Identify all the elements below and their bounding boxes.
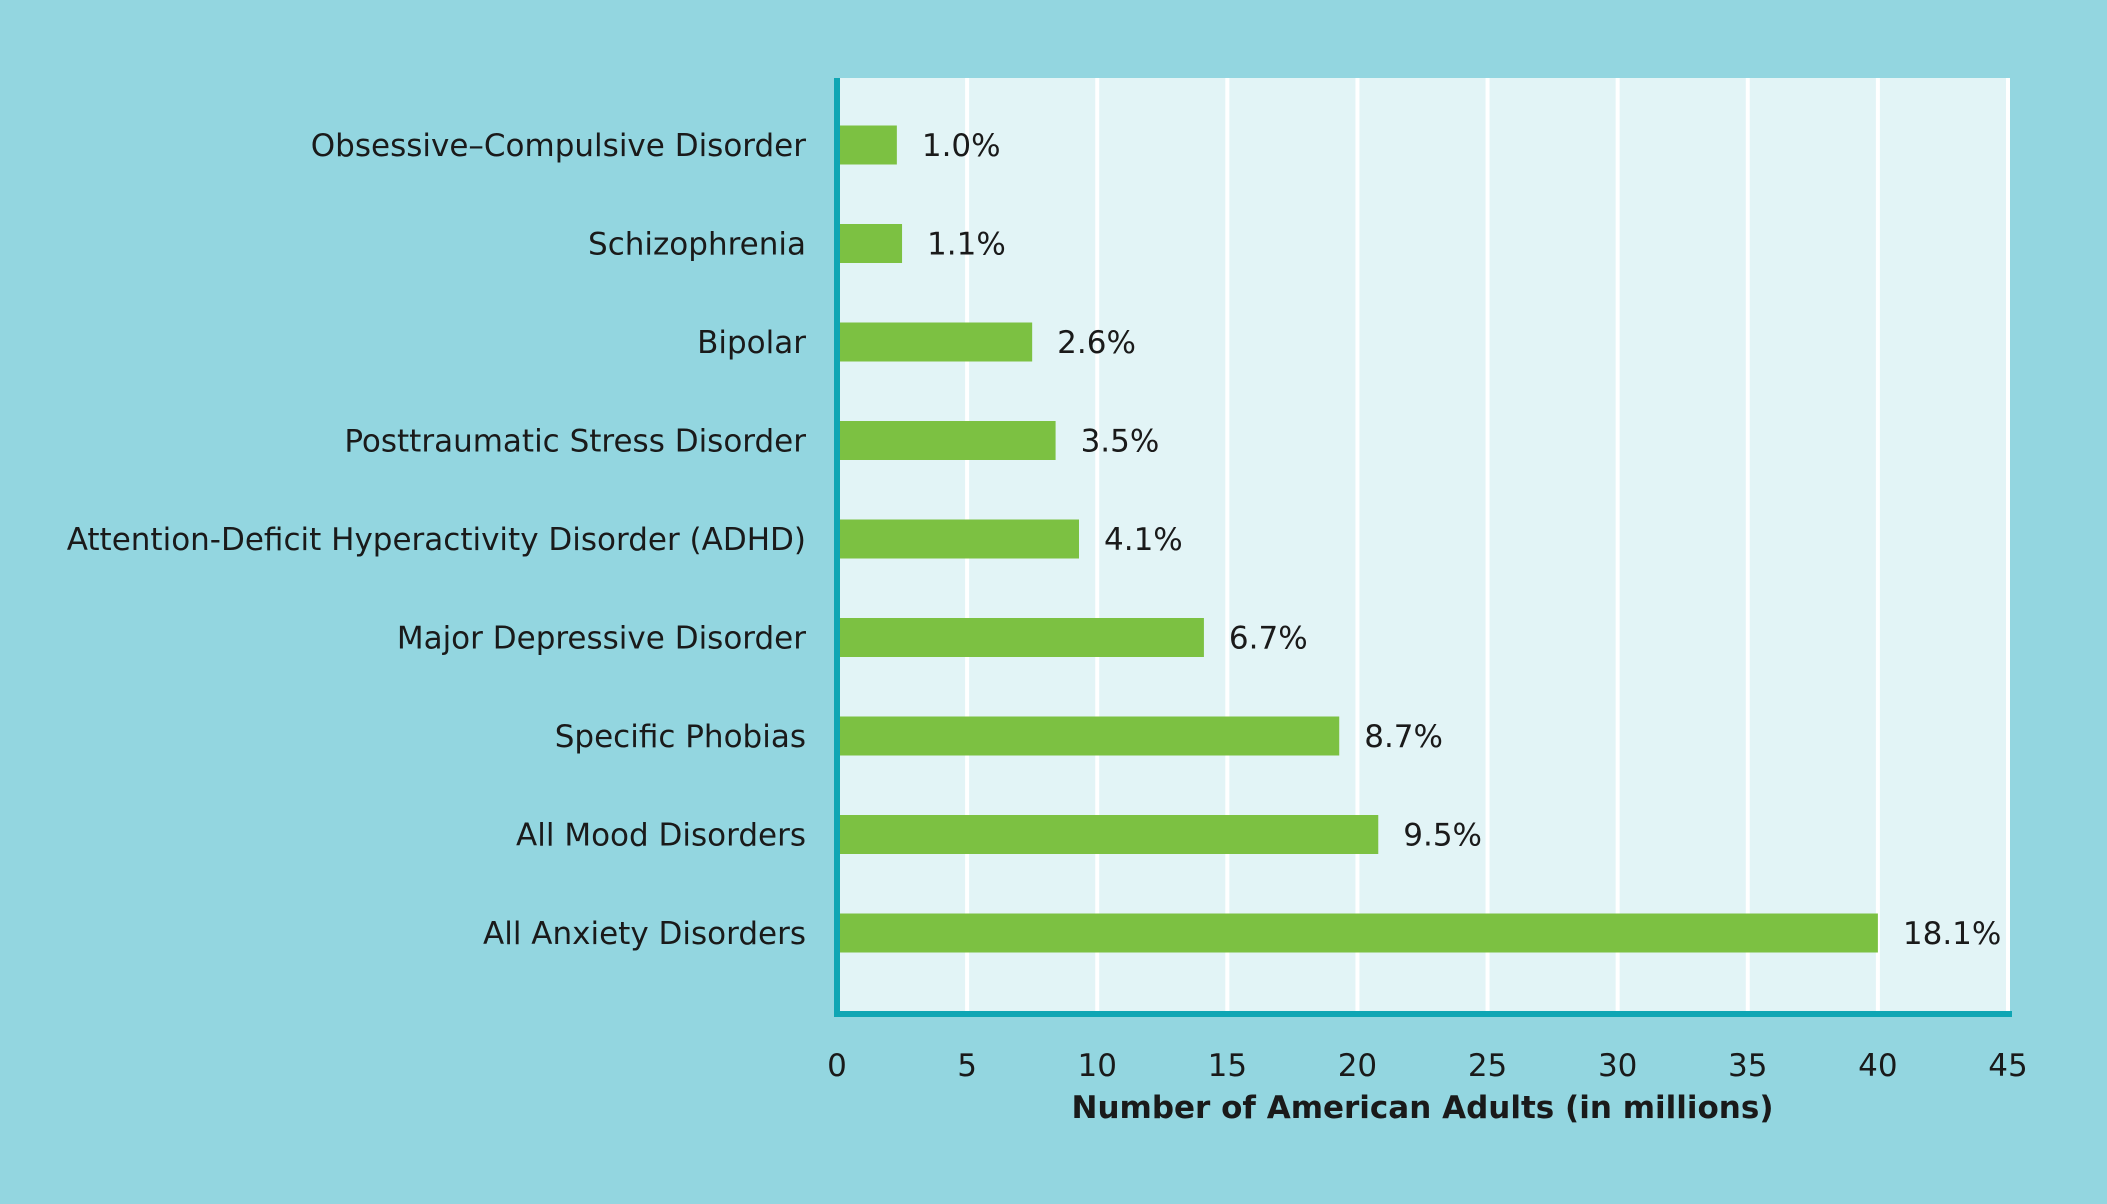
x-tick-label: 0: [827, 1048, 847, 1084]
category-labels: Obsessive–Compulsive Disorder Schizophren…: [67, 128, 807, 952]
category-label: All Anxiety Disorders: [483, 916, 806, 952]
category-label: Bipolar: [697, 325, 806, 361]
bar: [837, 716, 1340, 756]
category-label: All Mood Disorders: [516, 818, 806, 854]
category-label: Posttraumatic Stress Disorder: [344, 424, 806, 460]
data-label: 18.1%: [1903, 916, 2001, 952]
x-tick-label: 35: [1728, 1048, 1767, 1084]
bar: [837, 224, 903, 263]
grid-lines: [965, 78, 2010, 1014]
bar: [837, 618, 1204, 657]
x-tick-label: 30: [1598, 1048, 1637, 1084]
x-tick-label: 25: [1468, 1048, 1507, 1084]
value-labels: 1.0% 1.1% 2.6% 3.5% 4.1% 6.7% 8.7% 9.5% 18.1%: [922, 128, 2002, 952]
bar: [837, 421, 1056, 460]
category-label: Specific Phobias: [555, 719, 806, 755]
x-tick-label: 15: [1208, 1048, 1247, 1084]
x-axis-title: Number of American Adults (in millions): [1072, 1090, 1774, 1126]
category-label: Attention-Deficit Hyperactivity Disorder…: [67, 522, 806, 558]
x-tick-label: 20: [1338, 1048, 1377, 1084]
data-label: 1.1%: [927, 227, 1006, 263]
data-label: 4.1%: [1104, 522, 1183, 558]
category-label: Major Depressive Disorder: [397, 621, 806, 657]
category-label: Schizophrenia: [588, 227, 806, 263]
bar: [837, 913, 1878, 953]
data-label: 1.0%: [922, 128, 1001, 164]
bars: [837, 125, 1878, 953]
bar: [837, 322, 1033, 362]
data-label: 6.7%: [1229, 621, 1308, 657]
category-label: Obsessive–Compulsive Disorder: [311, 128, 806, 164]
x-tick-label: 45: [1988, 1048, 2027, 1084]
data-label: 9.5%: [1403, 818, 1482, 854]
bar: [837, 519, 1080, 559]
data-label: 2.6%: [1057, 325, 1136, 361]
x-tick-labels: 0 5 10 15 20 25 30 35 40 45: [827, 1048, 2028, 1084]
x-tick-label: 10: [1077, 1048, 1116, 1084]
data-label: 3.5%: [1081, 424, 1160, 460]
x-tick-label: 40: [1858, 1048, 1897, 1084]
data-label: 8.7%: [1364, 719, 1443, 755]
bar: [837, 125, 897, 165]
x-tick-label: 5: [957, 1048, 977, 1084]
bar: [837, 815, 1379, 854]
